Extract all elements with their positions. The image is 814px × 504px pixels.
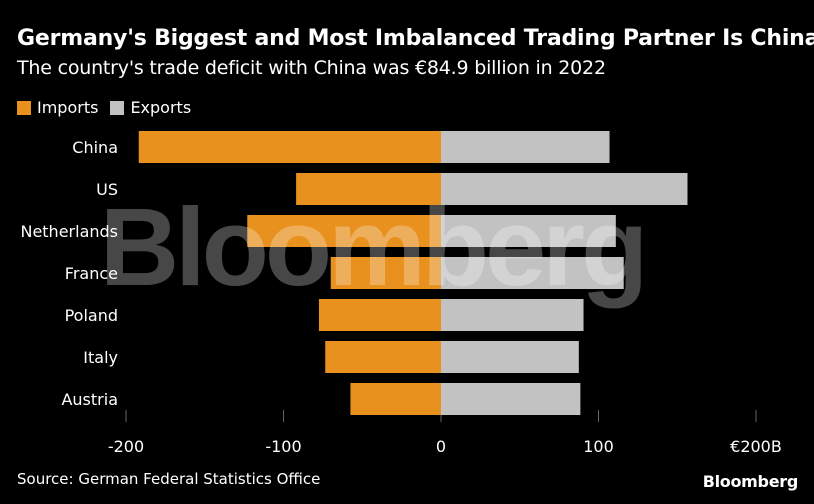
category-labels: China US Netherlands France Poland Italy Austr… <box>20 138 118 409</box>
category-label-netherlands: Netherlands <box>20 222 118 241</box>
x-tick-label: -100 <box>265 437 301 456</box>
bar-exports-netherlands <box>441 215 616 247</box>
bar-imports-us <box>296 173 441 205</box>
chart-subtitle: The country's trade deficit with China w… <box>17 57 606 79</box>
bar-imports-china <box>138 131 441 163</box>
x-tick-label: 0 <box>436 437 446 456</box>
legend-swatch-imports <box>17 100 31 115</box>
chart-title: Germany's Biggest and Most Imbalanced Tr… <box>17 26 814 51</box>
x-axis-ticks: -200 -100 0 100 €200B <box>108 437 782 456</box>
bar-exports-france <box>441 257 624 289</box>
bar-exports-poland <box>441 299 584 331</box>
bar-imports-poland <box>318 299 441 331</box>
bars <box>138 131 688 415</box>
bar-imports-france <box>330 257 441 289</box>
x-tick-label: -200 <box>108 437 144 456</box>
bloomberg-logo: Bloomberg <box>702 472 799 491</box>
legend-label-imports: Imports <box>37 98 99 117</box>
bar-exports-china <box>441 131 610 163</box>
legend: Imports Exports <box>17 98 203 117</box>
x-tick-label: €200B <box>730 437 782 456</box>
bloomberg-watermark: Bloomberg <box>100 186 645 309</box>
category-label-us: US <box>96 180 118 199</box>
bar-exports-italy <box>441 341 579 373</box>
legend-swatch-exports <box>110 100 125 115</box>
bar-imports-netherlands <box>247 215 441 247</box>
x-tick-label: 100 <box>583 437 614 456</box>
category-label-italy: Italy <box>83 348 118 367</box>
bar-exports-austria <box>441 383 581 415</box>
bar-exports-us <box>441 173 688 205</box>
source-note: Source: German Federal Statistics Office <box>17 470 321 488</box>
category-label-china: China <box>72 138 118 157</box>
category-label-austria: Austria <box>61 390 118 409</box>
bar-imports-italy <box>325 341 441 373</box>
category-label-france: France <box>65 264 118 283</box>
category-label-poland: Poland <box>65 306 118 325</box>
legend-item-imports: Imports <box>17 98 98 117</box>
legend-item-exports: Exports <box>110 98 191 117</box>
legend-label-exports: Exports <box>130 98 192 117</box>
bar-imports-austria <box>350 383 441 415</box>
